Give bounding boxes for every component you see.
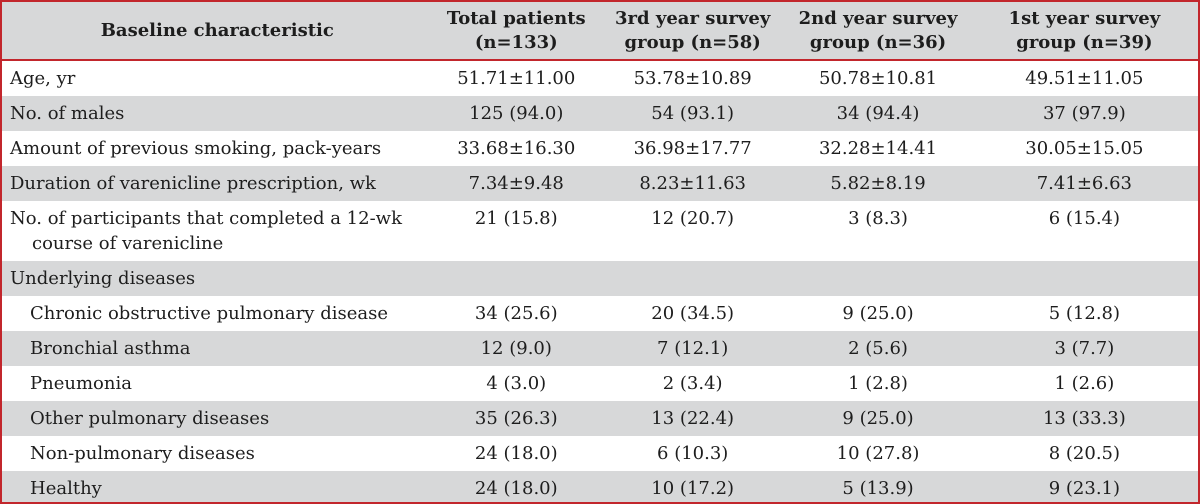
col-header-total-patients: Total patients (n=133) <box>432 2 600 61</box>
cell-value: 20 (34.5) <box>651 303 735 324</box>
cell-value: 34 (25.6) <box>474 303 558 324</box>
cell-value: 4 (3.0) <box>486 373 547 394</box>
cell-value: 33.68±16.30 <box>457 138 576 159</box>
table-row: Underlying diseases <box>2 261 1198 296</box>
cell-value: 5.82±8.19 <box>830 173 926 194</box>
cell-value: 10 (17.2) <box>651 478 735 499</box>
table-row: Healthy 24 (18.0) 10 (17.2) 5 (13.9) 9 (… <box>2 471 1198 502</box>
table-row: No. of participants that completed a 12-… <box>2 201 1198 261</box>
cell-value <box>433 261 600 296</box>
table-row: Duration of varenicline prescription, wk… <box>2 166 1198 201</box>
cell-value: 5 (13.9) <box>842 478 914 499</box>
cell-value: 13 (22.4) <box>651 408 735 429</box>
cell-value: 24 (18.0) <box>474 443 558 464</box>
cell-value: 13 (33.3) <box>1042 408 1126 429</box>
cell-value: 9 (23.1) <box>1048 478 1121 499</box>
cell-value <box>600 261 785 296</box>
cell-value: 54 (93.1) <box>651 103 735 124</box>
col-header-2nd-year-group: 2nd year survey group (n=36) <box>785 2 971 61</box>
cell-value: 1 (2.8) <box>848 373 908 394</box>
cell-value: 36.98±17.77 <box>633 138 752 159</box>
cell-value: 6 (10.3) <box>657 443 729 464</box>
cell-value: 3 (7.7) <box>1054 338 1115 359</box>
row-label: Chronic obstructive pulmonary disease <box>30 303 388 324</box>
table-row: Bronchial asthma 12 (9.0) 7 (12.1) 2 (5.… <box>2 331 1198 366</box>
cell-value: 7.34±9.48 <box>468 173 564 194</box>
col-header-baseline-characteristic: Baseline characteristic <box>2 2 433 61</box>
row-label: Bronchial asthma <box>30 338 191 359</box>
cell-value: 24 (18.0) <box>474 478 558 499</box>
cell-value: 8.23±11.63 <box>639 173 747 194</box>
row-label: No. of participants that completed a 12-… <box>10 208 402 254</box>
table-row: Age, yr 51.71±11.00 53.78±10.89 50.78±10… <box>2 60 1198 96</box>
cell-value: 30.05±15.05 <box>1025 138 1144 159</box>
row-label: Healthy <box>30 478 102 499</box>
row-label: Age, yr <box>10 68 76 89</box>
table-row: Chronic obstructive pulmonary disease 34… <box>2 296 1198 331</box>
row-label: No. of males <box>10 103 125 124</box>
cell-value: 12 (20.7) <box>651 208 735 229</box>
table-row: Amount of previous smoking, pack-years 3… <box>2 131 1198 166</box>
cell-value: 3 (8.3) <box>848 208 908 229</box>
cell-value: 32.28±14.41 <box>818 138 938 159</box>
table-body: Age, yr 51.71±11.00 53.78±10.89 50.78±10… <box>2 60 1198 502</box>
cell-value: 6 (15.4) <box>1048 208 1121 229</box>
row-label: Amount of previous smoking, pack-years <box>10 138 382 159</box>
cell-value: 53.78±10.89 <box>633 68 752 89</box>
col-header-3rd-year-group: 3rd year survey group (n=58) <box>599 2 786 61</box>
cell-value <box>971 261 1198 296</box>
cell-value: 12 (9.0) <box>480 338 552 359</box>
col-header-1st-year-group: 1st year survey group (n=39) <box>970 2 1198 61</box>
cell-value: 8 (20.5) <box>1048 443 1121 464</box>
cell-value: 35 (26.3) <box>474 408 558 429</box>
header-row: Baseline characteristic Total patients (… <box>2 2 1198 61</box>
row-label: Pneumonia <box>30 373 132 394</box>
cell-value: 9 (25.0) <box>842 303 914 324</box>
cell-value: 21 (15.8) <box>474 208 558 229</box>
row-label: Other pulmonary diseases <box>30 408 270 429</box>
cell-value: 125 (94.0) <box>469 103 564 124</box>
row-label: Duration of varenicline prescription, wk <box>10 173 376 194</box>
row-label: Non-pulmonary diseases <box>30 443 255 464</box>
cell-value: 50.78±10.81 <box>818 68 938 89</box>
cell-value: 10 (27.8) <box>836 443 920 464</box>
cell-value: 7 (12.1) <box>657 338 729 359</box>
cell-value: 5 (12.8) <box>1048 303 1121 324</box>
cell-value <box>785 261 970 296</box>
row-label-section: Underlying diseases <box>10 268 196 289</box>
cell-value: 9 (25.0) <box>842 408 914 429</box>
cell-value: 49.51±11.05 <box>1025 68 1144 89</box>
table-header: Baseline characteristic Total patients (… <box>2 2 1198 61</box>
cell-value: 2 (5.6) <box>848 338 908 359</box>
table-row: Other pulmonary diseases 35 (26.3) 13 (2… <box>2 401 1198 436</box>
cell-value: 34 (94.4) <box>836 103 920 124</box>
cell-value: 37 (97.9) <box>1042 103 1126 124</box>
cell-value: 7.41±6.63 <box>1036 173 1132 194</box>
table-row: No. of males 125 (94.0) 54 (93.1) 34 (94… <box>2 96 1198 131</box>
cell-value: 51.71±11.00 <box>457 68 576 89</box>
table-row: Pneumonia 4 (3.0) 2 (3.4) 1 (2.8) 1 (2.6… <box>2 366 1198 401</box>
cell-value: 2 (3.4) <box>662 373 723 394</box>
cell-value: 1 (2.6) <box>1054 373 1115 394</box>
table-row: Non-pulmonary diseases 24 (18.0) 6 (10.3… <box>2 436 1198 471</box>
